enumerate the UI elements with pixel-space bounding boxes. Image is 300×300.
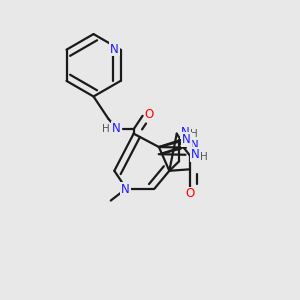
- Text: H: H: [102, 124, 110, 134]
- Text: N: N: [182, 133, 191, 146]
- Text: O: O: [145, 108, 154, 121]
- Text: H: H: [200, 152, 208, 162]
- Text: N: N: [191, 148, 200, 161]
- Text: N: N: [112, 122, 121, 135]
- Text: N: N: [181, 126, 189, 139]
- Text: N: N: [121, 183, 130, 196]
- Text: N: N: [110, 43, 119, 56]
- Text: N: N: [190, 138, 199, 151]
- Text: O: O: [185, 188, 194, 200]
- Text: H: H: [190, 129, 198, 139]
